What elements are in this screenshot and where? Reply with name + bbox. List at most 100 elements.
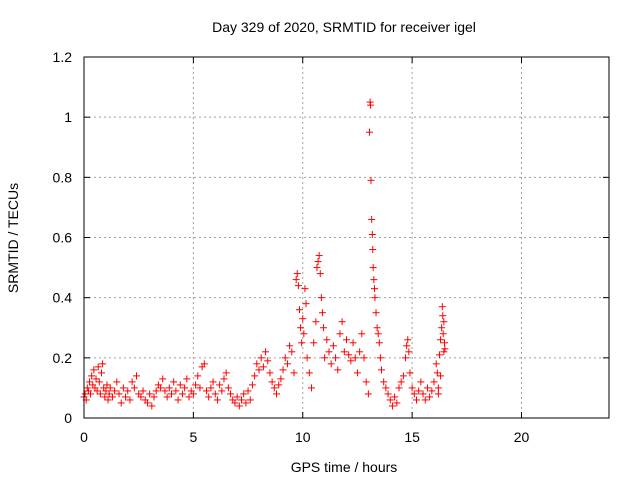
data-point	[115, 390, 123, 398]
data-point	[338, 318, 346, 326]
data-point	[312, 318, 320, 326]
data-point	[85, 378, 93, 386]
data-point	[275, 381, 283, 389]
data-point	[293, 270, 301, 278]
data-point	[320, 324, 328, 332]
data-point	[95, 378, 103, 386]
data-point	[101, 393, 109, 401]
data-point	[216, 381, 224, 389]
grid-layer	[84, 57, 609, 418]
data-point	[220, 375, 228, 383]
data-point	[406, 369, 414, 377]
data-point	[273, 390, 280, 398]
data-point	[347, 357, 355, 365]
y-tick-label: 1.2	[53, 49, 73, 65]
data-point	[148, 402, 156, 410]
data-point	[209, 378, 217, 386]
data-point	[126, 396, 134, 404]
data-point	[83, 384, 91, 392]
data-point	[371, 285, 378, 293]
data-point	[181, 384, 189, 392]
data-point	[264, 357, 272, 365]
data-point	[434, 390, 442, 398]
data-point	[325, 348, 333, 356]
data-point	[161, 387, 169, 395]
data-point	[343, 336, 350, 344]
data-point	[295, 306, 303, 314]
data-point	[246, 396, 254, 404]
data-point	[373, 324, 381, 332]
data-point	[329, 342, 337, 350]
data-point	[397, 378, 405, 386]
data-point	[305, 369, 313, 377]
data-point	[294, 282, 302, 290]
data-point	[231, 399, 239, 407]
data-point	[259, 363, 267, 371]
data-point	[371, 294, 379, 302]
data-point	[376, 354, 384, 362]
data-point	[399, 372, 407, 380]
data-point	[200, 360, 208, 368]
data-point	[122, 393, 130, 401]
data-point	[108, 393, 116, 401]
data-point	[104, 396, 112, 404]
data-point	[430, 378, 438, 386]
x-tick-label: 20	[514, 429, 530, 445]
data-point	[315, 252, 323, 260]
data-point	[351, 354, 359, 362]
data-point	[321, 354, 329, 362]
data-point	[87, 390, 95, 398]
data-point	[288, 348, 296, 356]
y-axis-label: SRMTID / TECUs	[5, 183, 21, 293]
data-point	[279, 366, 287, 374]
data-point	[415, 387, 423, 395]
data-point	[99, 360, 107, 368]
data-point	[189, 390, 197, 398]
data-point	[378, 366, 385, 374]
data-point	[367, 101, 375, 109]
data-point	[370, 276, 378, 284]
data-point	[240, 390, 248, 398]
data-point	[388, 402, 396, 410]
data-point	[353, 369, 361, 377]
data-point	[408, 384, 416, 392]
data-point	[194, 372, 202, 380]
data-point	[438, 324, 446, 332]
data-point	[124, 387, 132, 395]
data-point	[113, 378, 121, 386]
data-point	[302, 300, 310, 308]
data-point	[152, 387, 160, 395]
data-point	[372, 309, 380, 317]
data-point	[435, 351, 443, 359]
data-point	[159, 375, 167, 383]
data-point	[308, 384, 315, 392]
data-point	[402, 354, 410, 362]
x-tick-label: 10	[295, 429, 311, 445]
data-point	[257, 354, 265, 362]
data-point	[334, 366, 342, 374]
data-point	[292, 276, 300, 284]
x-tick-label: 15	[404, 429, 420, 445]
data-point	[297, 324, 305, 332]
data-point	[106, 384, 114, 392]
data-point	[438, 303, 446, 311]
data-point	[207, 384, 215, 392]
data-point	[340, 348, 348, 356]
data-point	[157, 384, 165, 392]
data-point	[130, 384, 138, 392]
data-point	[368, 230, 376, 238]
data-point	[163, 393, 171, 401]
data-point	[382, 384, 390, 392]
data-point	[374, 330, 382, 338]
x-tick-label: 0	[80, 429, 88, 445]
data-point	[218, 387, 226, 395]
data-point	[224, 384, 232, 392]
data-point	[88, 372, 96, 380]
data-point	[176, 381, 184, 389]
data-point	[233, 393, 241, 401]
y-tick-label: 0.2	[53, 350, 73, 366]
data-point	[270, 384, 278, 392]
data-point	[242, 399, 250, 407]
data-point	[323, 336, 331, 344]
